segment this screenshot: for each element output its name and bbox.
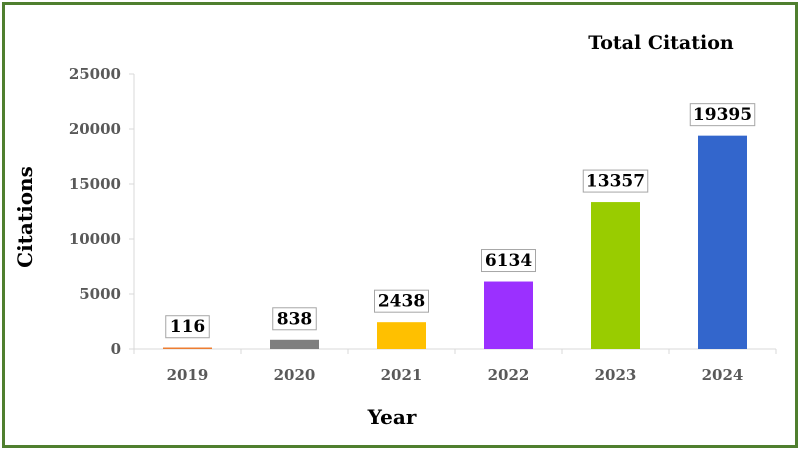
bar-2021 xyxy=(377,322,426,349)
y-tick-label: 10000 xyxy=(69,230,121,248)
axes: 0 5000 10000 15000 20000 25000 2019 2020 2021 202… xyxy=(69,65,777,384)
data-label-box xyxy=(689,103,756,127)
y-tick-label: 20000 xyxy=(69,120,121,138)
data-label: 19395 xyxy=(693,105,752,125)
data-label: 6134 xyxy=(485,251,532,271)
data-label-box xyxy=(481,249,536,273)
bar-2020 xyxy=(270,339,319,349)
bar-2023 xyxy=(591,202,640,349)
bar-2022 xyxy=(484,281,533,349)
data-labels: 116 838 2438 6134 13357 19395 xyxy=(165,103,756,339)
x-axis-label: Year xyxy=(367,405,417,429)
bar-2024 xyxy=(698,135,747,349)
bars xyxy=(163,135,747,349)
data-label: 838 xyxy=(277,309,313,329)
y-axis-label: Citations xyxy=(13,166,37,268)
x-tick-label: 2020 xyxy=(274,366,316,384)
data-label-box xyxy=(582,169,649,193)
x-tick-label: 2022 xyxy=(488,366,530,384)
x-tick-label: 2019 xyxy=(167,366,209,384)
data-label: 2438 xyxy=(378,292,425,312)
chart-title: Total Citation xyxy=(588,32,734,54)
x-tick-label: 2024 xyxy=(702,366,744,384)
bar-2019 xyxy=(163,347,212,349)
y-tick-label: 15000 xyxy=(69,175,121,193)
data-label: 116 xyxy=(170,317,206,337)
y-tick-label: 5000 xyxy=(79,285,121,303)
data-label-box xyxy=(165,315,210,339)
x-tick-label: 2021 xyxy=(381,366,423,384)
y-tick-label: 0 xyxy=(111,340,121,358)
data-label-box xyxy=(272,307,317,331)
y-tick-label: 25000 xyxy=(69,65,121,83)
data-label-box xyxy=(374,289,429,313)
data-label: 13357 xyxy=(586,172,645,192)
x-tick-label: 2023 xyxy=(595,366,637,384)
